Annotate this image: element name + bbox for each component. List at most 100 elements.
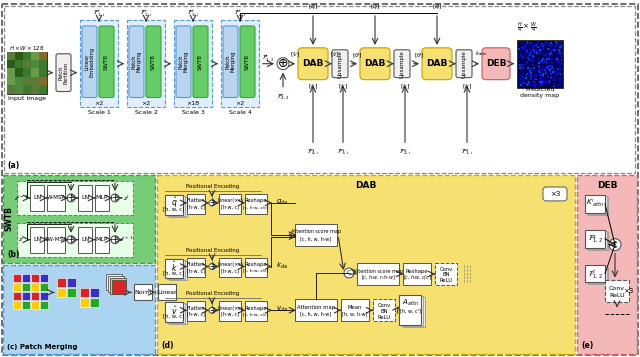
- Text: $\hat{q}$: $\hat{q}$: [171, 196, 177, 210]
- Bar: [543, 85, 545, 86]
- Bar: [533, 49, 534, 51]
- Bar: [532, 49, 533, 50]
- Bar: [532, 51, 534, 53]
- Bar: [526, 50, 528, 52]
- Bar: [23, 52, 31, 60]
- Text: [h·w, c]: [h·w, c]: [221, 268, 239, 273]
- Bar: [523, 80, 525, 81]
- Text: [h·w, c]: [h·w, c]: [187, 268, 205, 273]
- Bar: [435, 263, 457, 285]
- Text: Reshape: Reshape: [244, 262, 268, 267]
- Bar: [534, 84, 536, 85]
- Bar: [31, 69, 39, 77]
- Bar: [534, 83, 536, 85]
- Bar: [533, 45, 535, 47]
- Bar: [523, 79, 525, 81]
- Bar: [535, 76, 537, 78]
- Bar: [541, 82, 543, 84]
- Bar: [557, 84, 559, 86]
- Bar: [554, 49, 556, 50]
- Bar: [525, 64, 526, 65]
- Text: Conv: Conv: [440, 267, 452, 272]
- Bar: [546, 41, 548, 43]
- Bar: [7, 60, 15, 69]
- Text: [h, w, c]: [h, w, c]: [163, 314, 184, 319]
- Bar: [546, 66, 548, 68]
- Bar: [528, 56, 530, 58]
- Text: SWTB: SWTB: [151, 54, 156, 70]
- Bar: [560, 64, 562, 66]
- Bar: [80, 20, 118, 107]
- Bar: [557, 58, 558, 60]
- Bar: [67, 278, 76, 287]
- Bar: [531, 68, 532, 70]
- Bar: [403, 297, 425, 327]
- Bar: [559, 78, 561, 80]
- Text: $[c, h·w, c/c]$: $[c, h·w, c/c]$: [403, 274, 431, 282]
- Text: $\mathcal{F}^t_{3,i}$: $\mathcal{F}^t_{3,i}$: [187, 8, 199, 18]
- Text: LN: LN: [33, 237, 41, 242]
- Text: Scale 2: Scale 2: [134, 110, 157, 115]
- Bar: [165, 195, 183, 215]
- Bar: [80, 288, 89, 297]
- Bar: [542, 75, 544, 77]
- Bar: [518, 56, 520, 57]
- Bar: [543, 62, 545, 64]
- Text: +: +: [209, 198, 215, 207]
- Text: $\mathcal{F}^t_{4,i}$: $\mathcal{F}^t_{4,i}$: [234, 8, 246, 18]
- Text: (b): (b): [7, 250, 19, 258]
- Bar: [40, 301, 48, 309]
- Bar: [547, 48, 549, 50]
- FancyBboxPatch shape: [240, 26, 255, 97]
- Bar: [158, 285, 176, 300]
- Bar: [539, 67, 540, 69]
- Bar: [525, 42, 527, 44]
- Text: Linear(×c): Linear(×c): [217, 262, 243, 267]
- Bar: [532, 55, 534, 56]
- Text: C: C: [612, 242, 618, 248]
- Bar: [245, 194, 267, 214]
- Text: SW-MSA: SW-MSA: [45, 237, 67, 242]
- Bar: [554, 83, 555, 85]
- Bar: [554, 47, 556, 49]
- Text: Upsample: Upsample: [337, 50, 342, 77]
- Text: SWTB: SWTB: [198, 54, 203, 70]
- Bar: [537, 50, 539, 52]
- Bar: [530, 50, 532, 52]
- Bar: [520, 78, 522, 80]
- Text: $q_{da}$: $q_{da}$: [276, 197, 288, 206]
- Bar: [548, 47, 550, 49]
- Bar: [522, 65, 524, 66]
- Bar: [553, 69, 554, 71]
- Circle shape: [344, 268, 354, 278]
- Text: $\mathcal{F}^t_{1,2}$: $\mathcal{F}^t_{1,2}$: [588, 267, 602, 280]
- Bar: [541, 46, 543, 47]
- Text: Attention map: Attention map: [297, 305, 335, 310]
- FancyBboxPatch shape: [298, 48, 328, 80]
- Bar: [40, 292, 48, 300]
- Bar: [533, 82, 535, 84]
- Bar: [552, 71, 554, 73]
- Text: Linear(×c): Linear(×c): [217, 306, 243, 311]
- Bar: [531, 64, 532, 66]
- Bar: [556, 42, 558, 44]
- Bar: [542, 80, 544, 82]
- Bar: [399, 295, 421, 325]
- Text: ReLU: ReLU: [440, 278, 452, 283]
- Bar: [540, 78, 541, 80]
- Bar: [554, 71, 556, 73]
- Bar: [561, 68, 562, 70]
- Text: [h·w, c]: [h·w, c]: [221, 312, 239, 317]
- Circle shape: [111, 194, 119, 202]
- Text: +: +: [68, 235, 74, 244]
- Bar: [540, 72, 541, 74]
- Bar: [551, 57, 553, 59]
- Text: [c, h, w, h·w]: [c, h, w, h·w]: [300, 312, 332, 317]
- Bar: [15, 69, 23, 77]
- Bar: [547, 80, 548, 81]
- Bar: [538, 65, 540, 67]
- Bar: [31, 77, 39, 85]
- Bar: [559, 52, 561, 54]
- Bar: [524, 45, 526, 47]
- Bar: [187, 258, 205, 277]
